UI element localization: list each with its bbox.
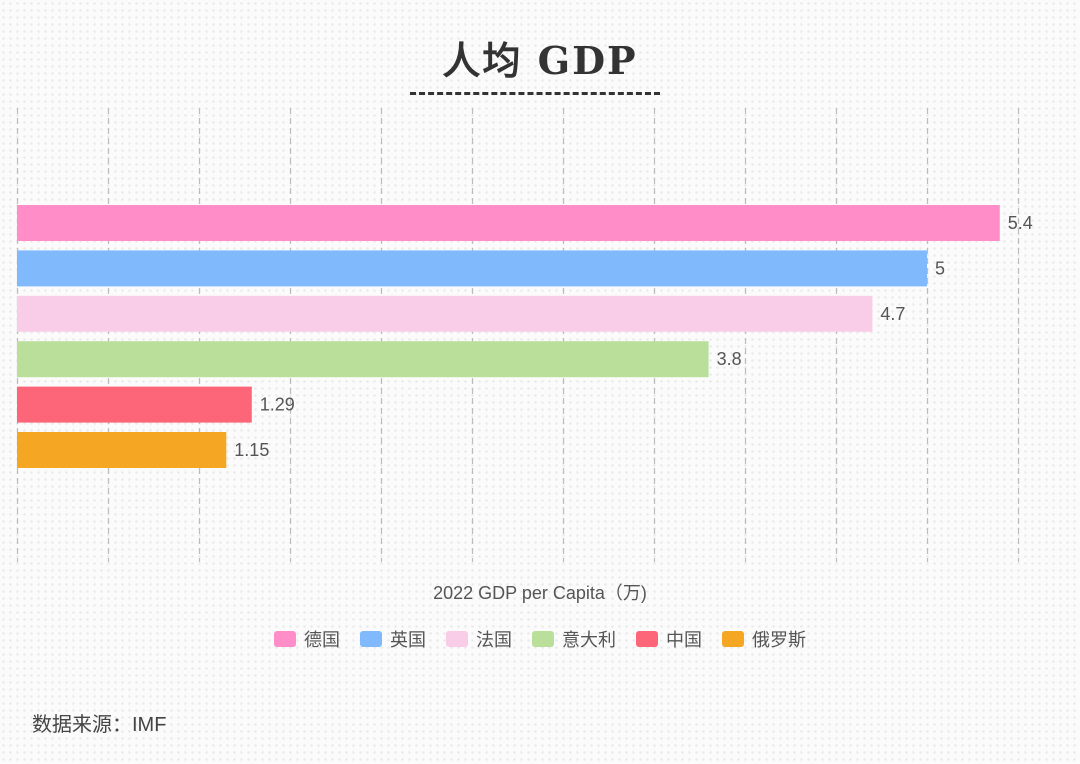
data-source: 数据来源：IMF — [32, 714, 167, 736]
legend-swatch — [532, 631, 554, 647]
legend-swatch — [446, 631, 468, 647]
legend-label: 俄罗斯 — [752, 630, 806, 650]
bar-6[interactable] — [17, 432, 227, 468]
bar-5[interactable] — [17, 386, 252, 423]
x-axis-label: 2022 GDP per Capita（万) — [433, 583, 647, 603]
bar-3[interactable] — [17, 295, 873, 332]
legend-item[interactable]: 法国 — [446, 626, 512, 652]
title-underline — [410, 92, 660, 95]
bar-value-label: 3.8 — [717, 349, 742, 369]
legend-label: 英国 — [390, 630, 426, 650]
legend-label: 法国 — [476, 630, 512, 650]
legend-swatch — [722, 631, 744, 647]
bar-2[interactable] — [17, 250, 927, 287]
legend-label: 意大利 — [562, 630, 616, 650]
legend-label: 中国 — [666, 630, 702, 650]
bar-value-label: 4.7 — [880, 304, 905, 324]
legend-swatch — [274, 631, 296, 647]
bar-4[interactable] — [17, 341, 709, 378]
legend-swatch — [360, 631, 382, 647]
legend: 德国 英国 法国 意大利 中国 俄罗斯 — [0, 626, 1080, 652]
chart-title-wrap: 人均 GDP — [0, 30, 1080, 85]
grid-layer — [16, 108, 1020, 562]
legend-item[interactable]: 意大利 — [532, 626, 616, 652]
chart-title: 人均 GDP — [442, 38, 638, 83]
bar-1[interactable] — [17, 205, 1000, 241]
bar-layer: 5.4 5 4.7 3.8 1.29 1.15 — [17, 205, 1033, 468]
legend-label: 德国 — [304, 630, 340, 650]
legend-item[interactable]: 中国 — [636, 626, 702, 652]
bar-value-label: 1.29 — [260, 395, 295, 415]
bar-value-label: 5 — [935, 258, 945, 278]
bar-value-label: 5.4 — [1008, 213, 1033, 233]
legend-item[interactable]: 德国 — [274, 626, 340, 652]
legend-item[interactable]: 英国 — [360, 626, 426, 652]
bar-value-label: 1.15 — [234, 440, 269, 460]
legend-swatch — [636, 631, 658, 647]
legend-item[interactable]: 俄罗斯 — [722, 626, 806, 652]
